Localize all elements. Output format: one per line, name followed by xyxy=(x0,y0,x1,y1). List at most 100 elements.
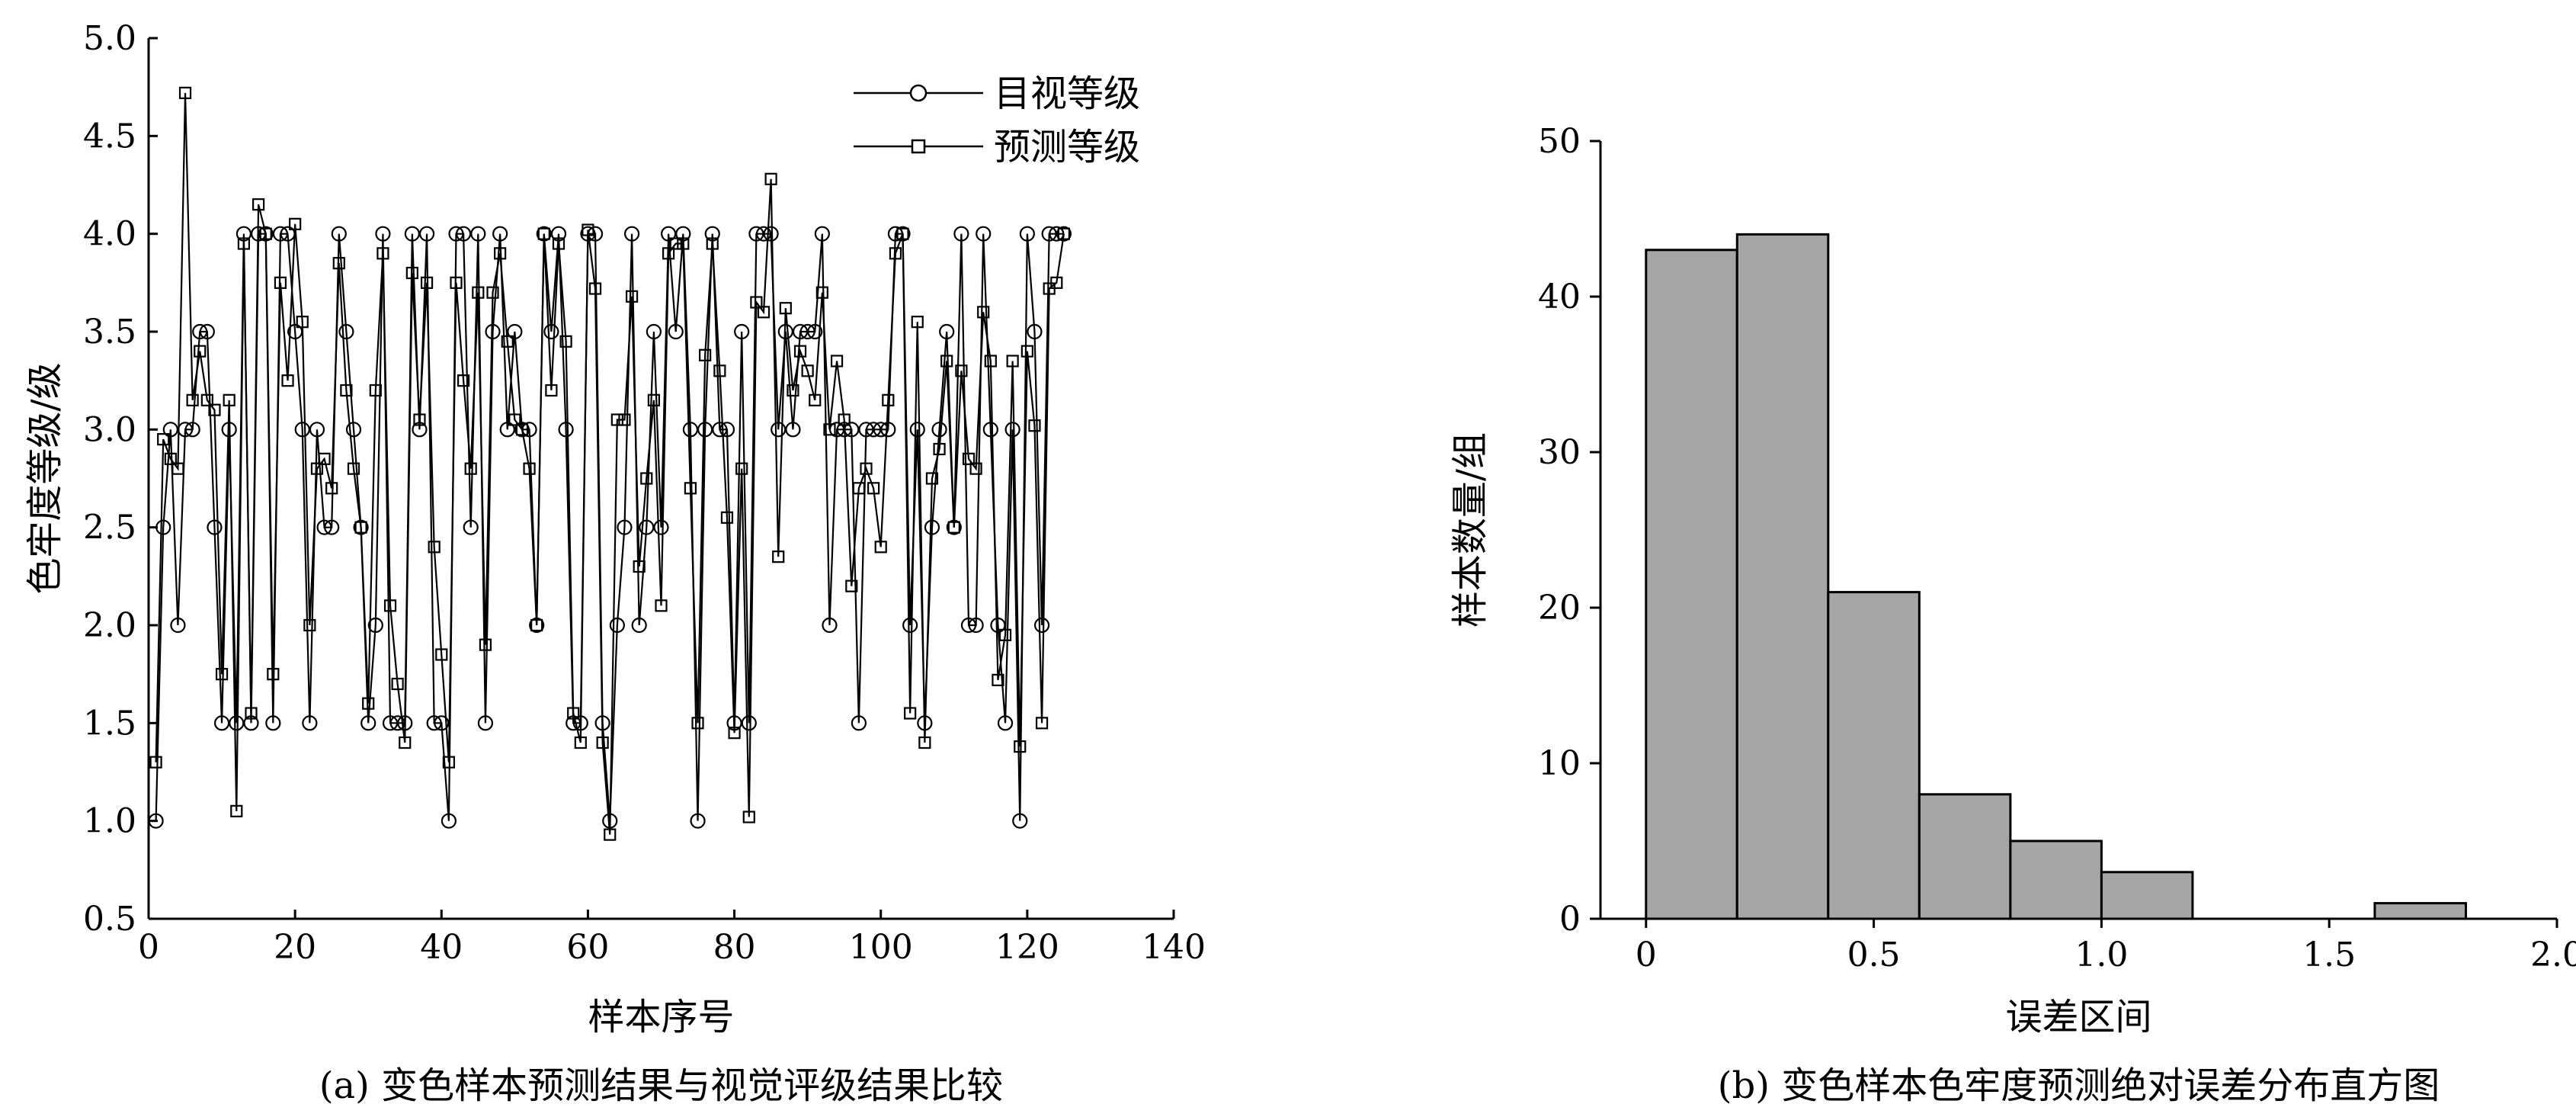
data-point-square xyxy=(1057,227,1070,240)
y-tick-label: 1.0 xyxy=(83,802,136,841)
data-point-square xyxy=(340,384,353,397)
data-point-circle xyxy=(960,617,977,634)
data-point-square xyxy=(772,550,785,563)
data-point-square xyxy=(1006,355,1019,368)
data-point-square xyxy=(801,364,814,377)
y-tick-label: 10 xyxy=(1538,744,1581,783)
data-point-square xyxy=(508,413,521,426)
x-tick-label: 80 xyxy=(713,928,756,967)
data-point-square xyxy=(933,442,946,456)
data-point-circle xyxy=(338,323,354,340)
y-tick-label: 0 xyxy=(1559,900,1581,939)
data-point-square xyxy=(252,198,265,211)
data-point-circle xyxy=(909,422,925,438)
x-tick-label: 1.5 xyxy=(2302,936,2356,974)
data-point-square xyxy=(435,648,448,661)
data-point-square xyxy=(464,462,477,475)
histogram-bar xyxy=(1918,793,2012,920)
data-point-square xyxy=(779,302,792,315)
data-point-square xyxy=(604,828,617,841)
data-point-square xyxy=(787,384,799,397)
data-point-square xyxy=(728,727,741,740)
data-point-circle xyxy=(668,323,684,340)
data-point-circle xyxy=(976,226,992,242)
data-point-circle xyxy=(1033,617,1050,634)
data-point-circle xyxy=(858,422,874,438)
data-point-square xyxy=(830,355,844,368)
histogram-bar xyxy=(2373,902,2467,920)
data-point-square xyxy=(383,599,397,612)
data-point-circle xyxy=(331,226,347,242)
data-point-square xyxy=(1050,276,1063,289)
data-point-square xyxy=(523,462,536,475)
data-point-circle xyxy=(763,226,779,242)
x-tick-label: 20 xyxy=(274,928,316,967)
data-point-circle xyxy=(207,519,223,535)
data-point-square xyxy=(582,223,594,236)
data-point-circle xyxy=(550,226,567,242)
data-point-circle xyxy=(324,519,340,535)
data-point-circle xyxy=(448,226,464,242)
data-point-square xyxy=(992,673,1004,686)
data-point-circle xyxy=(316,519,332,535)
data-point-circle xyxy=(199,323,215,340)
data-point-square xyxy=(223,393,235,406)
data-point-square xyxy=(428,541,441,554)
data-point-square xyxy=(918,736,931,749)
data-point-square xyxy=(838,413,851,426)
data-point-square xyxy=(574,736,587,749)
data-point-square xyxy=(889,247,902,260)
data-point-square xyxy=(911,316,924,329)
data-point-square xyxy=(237,237,250,250)
data-point-circle xyxy=(675,226,691,242)
data-point-square xyxy=(809,393,822,406)
data-point-circle xyxy=(404,226,420,242)
data-point-circle xyxy=(785,422,801,438)
data-point-square xyxy=(559,335,572,348)
y-tick-label: 3.0 xyxy=(83,410,136,449)
data-point-square xyxy=(904,707,917,720)
data-point-square xyxy=(750,296,763,309)
data-point-circle xyxy=(814,226,830,242)
data-point-circle xyxy=(426,715,442,731)
data-point-circle xyxy=(734,323,750,340)
data-point-square xyxy=(742,810,755,823)
line-chart-axes xyxy=(147,37,1175,920)
legend-marker-square xyxy=(911,139,926,154)
data-point-square xyxy=(530,618,543,632)
line-chart-panel: 0 20 40 60 80 100 120 140 0.5 1.0 1.5 2.0 2.5 3.0 3.5 4… xyxy=(24,19,1206,1107)
y-tick-label: 5.0 xyxy=(83,19,136,58)
data-point-square xyxy=(852,482,865,495)
data-point-circle xyxy=(514,422,530,438)
data-point-square xyxy=(457,374,470,387)
line-chart-caption: (a) 变色样本预测结果与视觉评级结果比较 xyxy=(319,1064,1003,1107)
data-point-square xyxy=(793,345,807,358)
data-point-circle xyxy=(243,715,259,731)
histogram-bar xyxy=(2009,839,2103,920)
data-point-circle xyxy=(367,617,383,634)
data-point-circle xyxy=(470,226,486,242)
data-point-circle xyxy=(192,323,208,340)
data-point-square xyxy=(640,472,653,485)
data-point-square xyxy=(662,247,675,260)
data-point-circle xyxy=(653,519,669,535)
data-point-circle xyxy=(441,813,457,829)
data-point-square xyxy=(420,276,434,289)
line-chart-x-axis-title: 样本序号 xyxy=(588,996,734,1038)
data-point-square xyxy=(655,599,668,612)
x-tick-label: 120 xyxy=(995,928,1059,967)
data-point-square xyxy=(998,628,1012,641)
data-point-square xyxy=(588,282,602,295)
y-tick-label: 2.5 xyxy=(83,509,136,547)
data-point-square xyxy=(647,393,660,406)
data-point-circle xyxy=(1012,813,1028,829)
y-tick-label: 3.5 xyxy=(83,313,136,351)
data-point-circle xyxy=(924,519,940,535)
data-point-square xyxy=(405,266,418,280)
data-point-circle xyxy=(345,422,362,438)
data-point-square xyxy=(310,462,324,475)
line-chart-tick-labels: 0 20 40 60 80 100 120 140 0.5 1.0 1.5 2.0 2.5 3.0 3.5 4… xyxy=(83,19,1206,967)
y-tick-label: 2.0 xyxy=(83,606,136,645)
data-point-square xyxy=(178,86,192,99)
data-point-circle xyxy=(609,617,625,634)
